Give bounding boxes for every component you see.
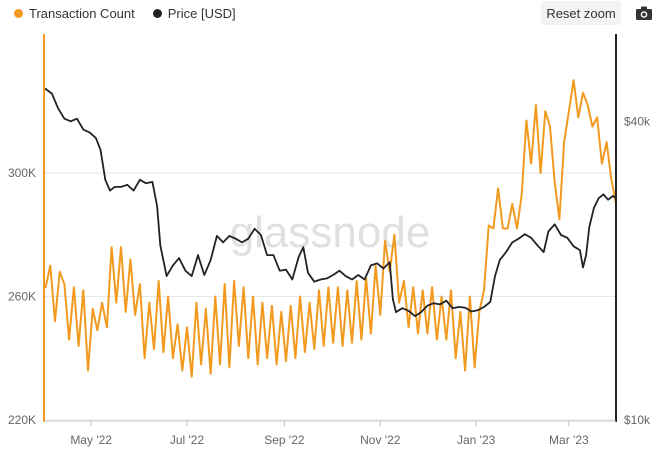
legend-item-transaction-count[interactable]: Transaction Count — [14, 6, 135, 21]
legend-label-transaction-count: Transaction Count — [29, 6, 135, 21]
x-tick-label: Mar '23 — [549, 433, 589, 447]
y-right-tick-label: $40k — [624, 114, 651, 128]
legend-label-price: Price [USD] — [167, 6, 236, 21]
x-tick-label: May '22 — [70, 433, 112, 447]
legend-swatch-transaction-count — [14, 9, 23, 18]
watermark: glassnode — [230, 208, 431, 257]
series-group — [44, 79, 617, 378]
camera-icon[interactable] — [632, 1, 656, 25]
reset-zoom-button[interactable]: Reset zoom — [541, 1, 621, 25]
series-line-transaction-count — [44, 79, 617, 378]
axis-ticks: 220K 260K 300K $10k $40k May '22 Jul '22 Sep '2… — [8, 114, 651, 447]
chart-legend: Transaction Count Price [USD] — [14, 6, 236, 21]
x-tick-label: Jan '23 — [457, 433, 496, 447]
y-left-tick-label: 220K — [8, 413, 36, 427]
y-left-tick-label: 260K — [8, 289, 36, 303]
x-tick-label: Sep '22 — [264, 433, 305, 447]
x-tick-label: Nov '22 — [360, 433, 401, 447]
legend-item-price[interactable]: Price [USD] — [152, 6, 236, 21]
x-tick-label: Jul '22 — [170, 433, 205, 447]
series-line-price — [44, 88, 617, 318]
legend-swatch-price — [152, 9, 162, 18]
axes — [43, 34, 617, 422]
y-left-tick-label: 300K — [8, 166, 36, 180]
y-right-tick-label: $10k — [624, 413, 651, 427]
